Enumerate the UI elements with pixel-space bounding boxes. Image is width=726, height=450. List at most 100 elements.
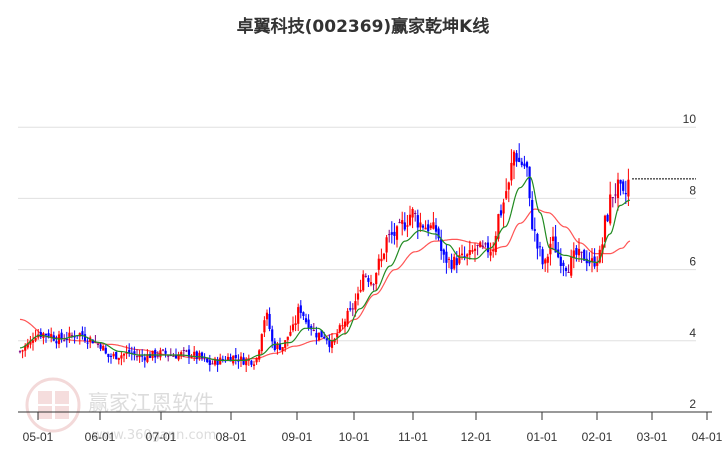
candle-body (362, 274, 365, 291)
candle-body (317, 332, 321, 340)
candle-body (315, 332, 318, 338)
candle-body (505, 191, 508, 199)
candle-body (606, 214, 609, 222)
x-tick-label: 04-01 (692, 430, 723, 444)
candle-body (24, 345, 27, 351)
candle-body (271, 329, 274, 342)
candle-body (107, 353, 110, 357)
candle-body (390, 232, 393, 235)
candle-body (453, 256, 456, 269)
candle-body (395, 226, 399, 240)
candle-body (364, 275, 367, 277)
candle-body (375, 273, 378, 285)
candle-body (354, 301, 357, 310)
candle-body (536, 234, 539, 249)
candle-body (229, 357, 232, 362)
candle-body (278, 343, 282, 350)
candle-body (609, 194, 612, 224)
candle-body (156, 355, 159, 357)
candle-body (463, 255, 466, 257)
candle-body (193, 351, 196, 356)
candle-body (138, 355, 141, 358)
candle-body (440, 238, 443, 251)
candle-body (411, 209, 414, 218)
candle-body (489, 251, 492, 256)
candle-body (234, 355, 237, 359)
candle-body (289, 331, 292, 336)
candle-body (117, 357, 120, 360)
ma-short-line (19, 176, 631, 361)
candle-body (380, 258, 383, 262)
candle-body (601, 244, 604, 254)
candle-body (252, 364, 256, 366)
candle-body (232, 355, 235, 364)
candle-body (325, 338, 328, 341)
candle-body (551, 236, 555, 241)
candle-body (593, 256, 596, 267)
candle-body (297, 307, 300, 324)
candle-body (559, 256, 562, 266)
candle-body (200, 352, 204, 359)
candle-body (91, 339, 94, 344)
candle-body (557, 249, 560, 258)
candle-body (476, 245, 479, 246)
candle-body (198, 352, 201, 359)
ma-short-path (19, 176, 631, 361)
candle-body (187, 349, 191, 357)
watermark-url: www.360gann.com (92, 428, 216, 443)
candle-body (115, 352, 118, 360)
candle-body (276, 343, 279, 349)
candle-body (99, 344, 102, 349)
x-tick-label: 09-01 (282, 430, 313, 444)
candle-body (304, 318, 308, 323)
candle-body (499, 210, 503, 216)
candle-body (338, 325, 341, 332)
candle-body (102, 345, 105, 351)
candle-body (427, 224, 430, 232)
candle-body (286, 336, 289, 340)
candle-body (572, 250, 575, 258)
candle-body (523, 163, 526, 167)
candle-body (245, 359, 248, 366)
candle-body (577, 248, 581, 256)
candle-body (419, 222, 422, 228)
candle-body (518, 157, 521, 162)
y-tick-label: 4 (689, 326, 696, 340)
candle-body (239, 356, 243, 361)
candle-body (541, 249, 544, 265)
candle-body (507, 182, 510, 190)
candle-body (323, 336, 326, 339)
candle-body (614, 194, 617, 196)
candle-body (388, 234, 391, 236)
candle-body (497, 214, 500, 239)
candle-body (562, 262, 565, 266)
candle-body (424, 227, 427, 230)
candle-body (122, 353, 126, 356)
x-tick-label: 10-01 (339, 430, 370, 444)
candle-body (70, 335, 74, 337)
candle-body (263, 320, 266, 333)
x-tick-label: 08-01 (216, 430, 247, 444)
candle-body (47, 333, 50, 337)
candle-body (50, 333, 53, 337)
candle-body (596, 262, 599, 266)
chart-title: 卓翼科技(002369)赢家乾坤K线 (236, 17, 490, 37)
candle-body (455, 258, 458, 266)
candle-body (328, 340, 331, 347)
candle-body (554, 236, 557, 253)
candle-body (585, 258, 588, 264)
candle-body (29, 340, 32, 345)
candle-body (96, 343, 100, 345)
candle-body (393, 231, 396, 236)
candle-body (78, 333, 81, 337)
candle-body (299, 305, 302, 313)
candle-body (104, 347, 107, 354)
x-tick-label: 06-01 (85, 430, 116, 444)
candle-body (312, 330, 315, 331)
candle-body (174, 354, 178, 359)
candle-body (159, 350, 162, 358)
candle-body (281, 347, 284, 351)
candle-body (468, 250, 471, 255)
candle-body (172, 355, 175, 357)
candle-body (63, 340, 66, 342)
